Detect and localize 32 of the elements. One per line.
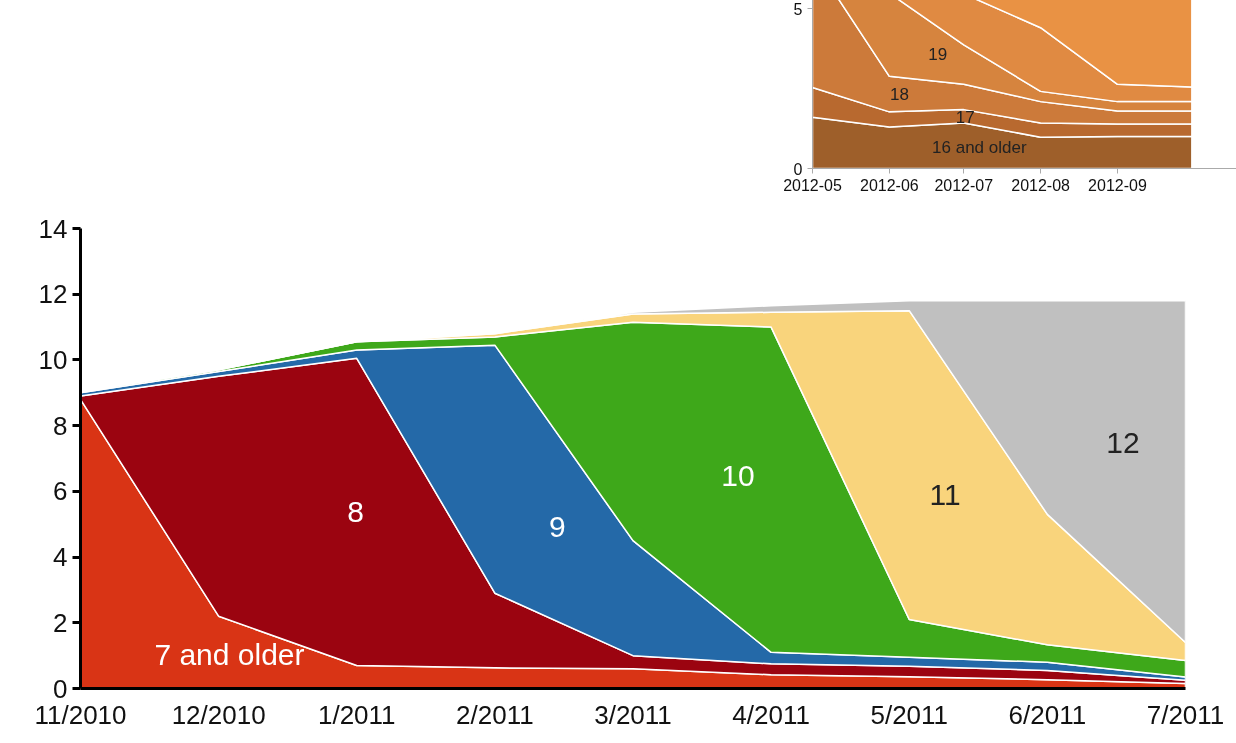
series-label: 17 [955,107,975,127]
x-tick-label: 2012-06 [860,176,919,194]
y-tick-label: 10 [38,344,68,375]
x-tick-label: 2012-08 [1011,176,1071,194]
x-tick-label: 6/2011 [1008,699,1087,730]
x-tick-label: 12/2010 [171,699,266,730]
x-tick-label: 3/2011 [594,699,672,730]
y-tick-label: 2 [53,607,68,638]
series-label: 9 [548,510,566,544]
series-label: 19 [928,45,948,65]
y-tick-label: 12 [38,279,68,310]
x-tick-label: 1/2011 [317,699,396,730]
series-label: 10 [721,458,755,492]
y-tick-label: 4 [53,542,68,573]
x-tick-label: 5/2011 [870,699,949,730]
y-tick-label: 0 [793,160,803,178]
series-label: 16 and older [932,137,1027,157]
series-label: 18 [889,85,909,105]
x-tick-label: 2/2011 [456,699,534,730]
y-tick-label: 8 [53,410,68,441]
series-label: 8 [347,494,365,528]
y-tick-label: 5 [793,0,803,18]
series-label: 12 [1106,425,1140,459]
y-tick-label: 14 [38,213,68,244]
x-tick-label: 7/2011 [1146,699,1225,730]
x-tick-label: 2012-09 [1088,176,1147,194]
x-tick-label: 2012-07 [934,176,994,194]
series-label: 7 and older [154,637,305,671]
y-tick-label: 6 [53,476,68,507]
x-tick-label: 4/2011 [732,699,810,730]
x-tick-label: 2012-05 [783,176,842,194]
series-label: 11 [929,477,961,511]
